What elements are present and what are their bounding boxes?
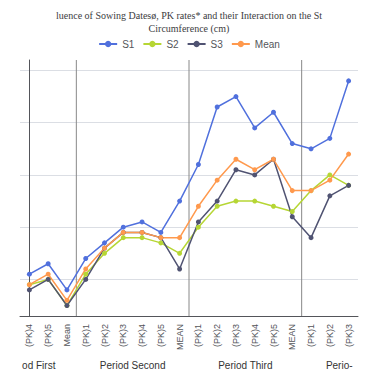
svg-text:Period Third: Period Third <box>218 360 272 371</box>
svg-text:(PK)4: (PK)4 <box>137 324 147 347</box>
svg-text:(PK)4: (PK)4 <box>24 324 34 347</box>
svg-text:(PK)4: (PK)4 <box>250 324 260 347</box>
svg-text:Period Second: Period Second <box>100 360 166 371</box>
svg-text:Mean: Mean <box>255 39 280 50</box>
svg-text:(PK)3: (PK)3 <box>231 324 241 347</box>
svg-text:(PK)5: (PK)5 <box>43 324 53 347</box>
svg-text:(PK)1: (PK)1 <box>306 324 316 347</box>
svg-text:(PK)3: (PK)3 <box>118 324 128 347</box>
svg-text:(PK)5: (PK)5 <box>156 324 166 347</box>
svg-text:(PK)3: (PK)3 <box>344 324 354 347</box>
svg-text:(PK)2: (PK)2 <box>325 324 335 347</box>
svg-text:Perio-: Perio- <box>326 360 353 371</box>
svg-text:S2: S2 <box>166 39 179 50</box>
svg-text:MEAN: MEAN <box>175 324 185 350</box>
svg-text:od First: od First <box>22 360 56 371</box>
svg-text:Circumference (cm): Circumference (cm) <box>149 23 230 35</box>
svg-text:Mean: Mean <box>62 324 72 347</box>
svg-text:MEAN: MEAN <box>287 324 297 350</box>
svg-text:(PK)5: (PK)5 <box>269 324 279 347</box>
svg-text:(PK)1: (PK)1 <box>81 324 91 347</box>
svg-text:luence of Sowing Datesø, PK ra: luence of Sowing Datesø, PK rates* and t… <box>56 10 322 21</box>
svg-text:S3: S3 <box>211 39 224 50</box>
svg-text:(PK)1: (PK)1 <box>193 324 203 347</box>
svg-text:(PK)2: (PK)2 <box>100 324 110 347</box>
svg-text:S1: S1 <box>122 39 135 50</box>
svg-text:(PK)2: (PK)2 <box>212 324 222 347</box>
